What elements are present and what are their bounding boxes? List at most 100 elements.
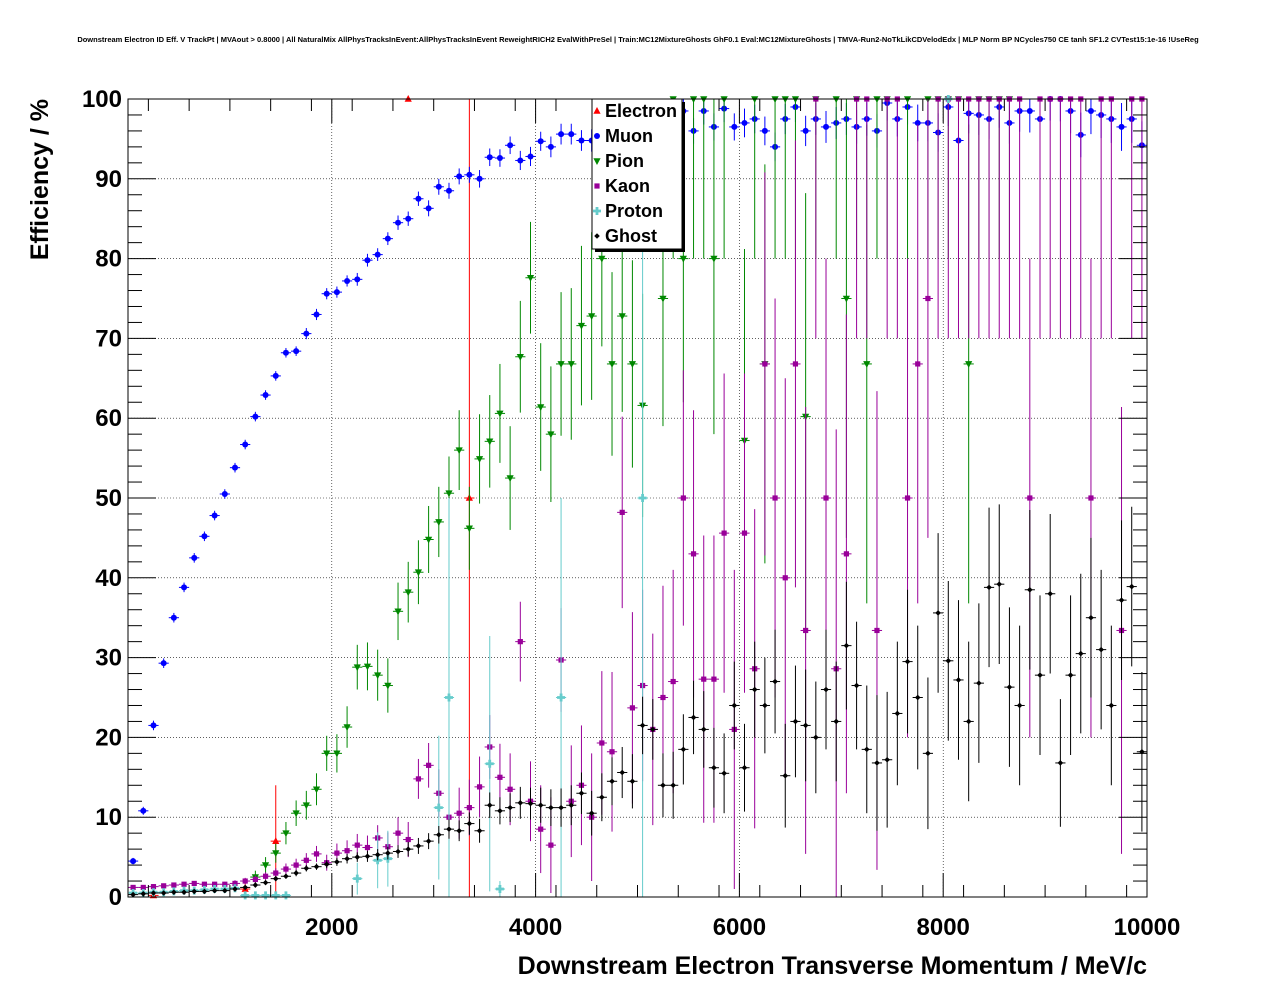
ghost-point bbox=[456, 827, 462, 834]
kaon-point bbox=[212, 881, 218, 887]
kaon-point bbox=[711, 676, 717, 682]
ghost-point bbox=[1098, 646, 1104, 653]
muon-point bbox=[170, 614, 177, 621]
ghost-point bbox=[313, 863, 320, 870]
ghost-point bbox=[1016, 702, 1023, 709]
muon-point bbox=[507, 142, 514, 149]
pion-point bbox=[751, 96, 759, 103]
pion-point bbox=[404, 589, 412, 597]
ghost-point bbox=[721, 770, 727, 777]
kaon-point bbox=[344, 848, 350, 854]
kaon-point bbox=[201, 881, 208, 887]
x-tick-label: 2000 bbox=[305, 914, 358, 941]
kaon-point bbox=[680, 495, 686, 501]
ghost-point bbox=[405, 846, 412, 852]
ghost-point bbox=[609, 778, 615, 785]
x-tick-label: 10000 bbox=[1114, 914, 1181, 941]
kaon-point bbox=[252, 876, 258, 883]
ghost-point bbox=[527, 800, 534, 807]
ghost-point bbox=[334, 859, 340, 865]
muon-point bbox=[405, 215, 412, 222]
proton-point bbox=[444, 693, 453, 702]
kaon-point bbox=[161, 883, 167, 889]
ghost-point bbox=[884, 756, 890, 763]
pion-point bbox=[608, 361, 616, 368]
ghost-point bbox=[619, 769, 626, 776]
kaon-point bbox=[283, 866, 289, 872]
ghost-point bbox=[894, 710, 901, 717]
kaon-point bbox=[782, 575, 788, 581]
ghost-point bbox=[965, 718, 972, 725]
pion-point bbox=[475, 456, 484, 463]
kaon-point bbox=[232, 880, 238, 887]
muon-point bbox=[140, 807, 147, 814]
kaon-point bbox=[222, 881, 228, 887]
x-tick-label: 6000 bbox=[713, 914, 766, 941]
ghost-point bbox=[1088, 614, 1094, 621]
muon-point bbox=[130, 858, 137, 865]
muon-point bbox=[476, 175, 483, 182]
pion-point bbox=[384, 682, 392, 690]
kaon-point bbox=[497, 774, 503, 780]
kaon-point bbox=[629, 705, 636, 711]
muon-point bbox=[435, 183, 442, 190]
muon-point bbox=[272, 372, 279, 379]
ghost-point bbox=[599, 794, 605, 801]
kaon-point bbox=[548, 842, 554, 848]
kaon-point bbox=[242, 878, 248, 884]
ghost-point bbox=[323, 861, 330, 868]
proton-point bbox=[353, 874, 362, 883]
y-tick-label: 30 bbox=[95, 645, 122, 672]
ghost-point bbox=[1027, 586, 1033, 593]
kaon-point bbox=[303, 857, 309, 863]
muon-point bbox=[181, 584, 188, 591]
ghost-point bbox=[150, 890, 157, 896]
kaon-point bbox=[721, 530, 727, 536]
proton-point bbox=[557, 693, 566, 702]
ghost-point bbox=[1108, 702, 1115, 709]
muon-point bbox=[221, 491, 228, 498]
muon-point bbox=[201, 533, 208, 540]
pion-point bbox=[628, 361, 637, 368]
kaon-point bbox=[456, 810, 462, 816]
ghost-point bbox=[476, 827, 483, 834]
muon-point bbox=[517, 157, 524, 164]
ghost-point bbox=[303, 865, 310, 872]
ghost-point bbox=[731, 702, 738, 709]
ghost-point bbox=[558, 804, 564, 811]
pion-point bbox=[282, 830, 290, 838]
ghost-point bbox=[792, 718, 799, 725]
ghost-point bbox=[425, 838, 432, 844]
proton-point bbox=[271, 891, 280, 900]
ghost-point bbox=[670, 782, 676, 789]
pion-point bbox=[588, 313, 596, 321]
pion-point bbox=[720, 96, 728, 103]
ghost-point bbox=[507, 804, 513, 811]
legend-marker-proton bbox=[593, 207, 601, 215]
ghost-point bbox=[874, 760, 880, 766]
ghost-point bbox=[262, 879, 269, 886]
legend-label-muon: Muon bbox=[605, 126, 653, 146]
pion-point bbox=[333, 750, 341, 758]
electron-point bbox=[404, 95, 412, 102]
kaon-point bbox=[130, 884, 136, 891]
y-tick-label: 40 bbox=[95, 565, 122, 592]
ghost-point bbox=[171, 889, 177, 896]
ghost-point bbox=[160, 890, 167, 896]
muon-point bbox=[741, 119, 748, 126]
y-axis-label: Efficiency / % bbox=[26, 99, 54, 260]
muon-point bbox=[262, 392, 269, 399]
kaon-point bbox=[334, 850, 340, 856]
x-axis-label: Downstream Electron Transverse Momentum … bbox=[518, 952, 1147, 980]
series-proton bbox=[128, 95, 954, 900]
pion-point bbox=[873, 96, 881, 103]
ghost-point bbox=[976, 680, 982, 686]
ghost-point bbox=[578, 790, 585, 797]
pion-point bbox=[353, 664, 361, 672]
pion-point bbox=[618, 313, 626, 321]
kaon-point bbox=[843, 551, 849, 557]
kaon-point bbox=[273, 870, 279, 876]
muon-point bbox=[466, 171, 473, 178]
legend-box bbox=[591, 98, 683, 250]
y-tick-label: 0 bbox=[109, 884, 122, 911]
